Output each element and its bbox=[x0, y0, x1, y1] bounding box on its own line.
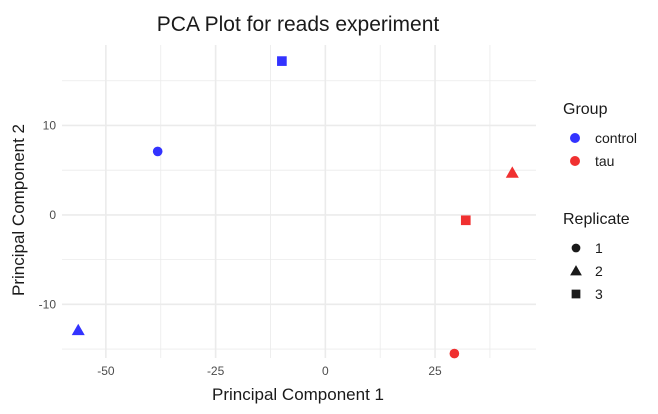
axis-ticks: -50 -25 0 25 -10 0 10 bbox=[39, 118, 442, 378]
data-points bbox=[71, 56, 519, 359]
legend-label-control: control bbox=[595, 130, 637, 146]
x-tick-label: -50 bbox=[97, 364, 115, 378]
data-point-tau-rep1 bbox=[449, 348, 460, 359]
legend-key-control bbox=[570, 133, 580, 143]
data-point-tau-rep2 bbox=[505, 166, 519, 178]
x-tick-label: -25 bbox=[207, 364, 225, 378]
y-tick-label: 0 bbox=[49, 208, 56, 222]
y-axis-title: Principal Component 2 bbox=[9, 124, 28, 296]
y-tick-label: 10 bbox=[43, 118, 57, 132]
legend-key-replicate-3 bbox=[571, 289, 581, 299]
data-point-control-rep3 bbox=[277, 56, 287, 66]
legend-key-replicate-1 bbox=[571, 243, 581, 253]
legend-key-tau bbox=[570, 156, 580, 166]
replicate-legend: Replicate 1 2 3 bbox=[563, 211, 630, 302]
chart-title: PCA Plot for reads experiment bbox=[157, 13, 440, 36]
legend-label-tau: tau bbox=[595, 153, 614, 169]
legend-label-replicate-2: 2 bbox=[595, 263, 603, 279]
x-tick-label: 25 bbox=[428, 364, 442, 378]
data-point-tau-rep3 bbox=[460, 215, 471, 226]
legend-label-replicate-1: 1 bbox=[595, 240, 603, 256]
group-legend-title: Group bbox=[563, 101, 608, 118]
y-tick-label: -10 bbox=[39, 297, 57, 311]
data-point-control-rep1 bbox=[152, 146, 163, 157]
legend-key-replicate-2 bbox=[570, 265, 582, 276]
legend-label-replicate-3: 3 bbox=[595, 286, 603, 302]
x-axis-title: Principal Component 1 bbox=[212, 385, 384, 404]
replicate-legend-title: Replicate bbox=[563, 211, 630, 228]
grid-lines bbox=[62, 45, 536, 358]
x-tick-label: 0 bbox=[322, 364, 329, 378]
group-legend: Group control tau bbox=[563, 101, 637, 169]
data-point-control-rep2 bbox=[71, 323, 85, 336]
